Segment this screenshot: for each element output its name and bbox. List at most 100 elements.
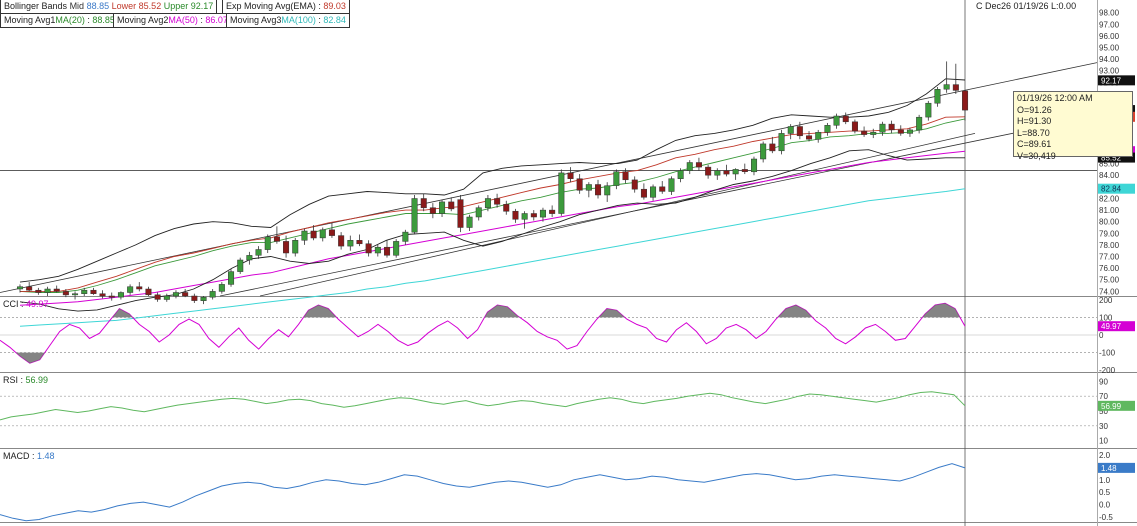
candle-body — [35, 289, 42, 293]
macd-tick-label: 0.5 — [1099, 488, 1111, 497]
tag-bb-lower-bg — [1098, 152, 1135, 163]
price-tick-label: 84.00 — [1099, 171, 1120, 180]
candle-body — [686, 162, 693, 171]
macd-legend: MACD : 1.48 — [3, 451, 55, 461]
macd-tick-label: -0.5 — [1099, 513, 1113, 522]
rsi-value: 56.99 — [25, 375, 49, 385]
macd-tick-label: 1.0 — [1099, 476, 1111, 485]
cci-value: 49.97 — [26, 299, 49, 309]
price-tick-label: 75.00 — [1099, 276, 1120, 285]
candle-body — [861, 130, 868, 135]
candle-body — [778, 133, 785, 152]
candle-body — [815, 132, 822, 140]
cci-tick-label: -200 — [1099, 366, 1116, 375]
ma2-line — [19, 150, 966, 306]
macd-tick-label: 2.0 — [1099, 451, 1111, 460]
tag-bb-lower: 85.52 — [1101, 154, 1122, 163]
price-tick-label: 76.00 — [1099, 264, 1120, 273]
candle-body — [365, 243, 372, 254]
candle-body — [218, 284, 225, 292]
candle-body — [751, 158, 758, 173]
candle-body — [640, 188, 647, 198]
candle-body — [952, 84, 959, 91]
tag-macd-bg — [1098, 462, 1135, 473]
ma1-name: MA(20) — [55, 15, 85, 25]
candle-body — [439, 201, 446, 214]
candle-body — [796, 126, 803, 137]
cci-overbought-shade — [303, 305, 337, 318]
candle-body — [108, 295, 115, 298]
candle-body — [466, 216, 473, 228]
tag-rsi-bg — [1098, 400, 1135, 411]
candle-body — [283, 241, 290, 254]
candle-body — [962, 90, 969, 111]
candle-body — [567, 172, 574, 179]
candle-body — [328, 229, 335, 236]
ohlc-tooltip: 01/19/26 12:00 AM O=91.26 H=91.30 L=88.7… — [1013, 91, 1133, 161]
candle-body — [659, 186, 666, 192]
candle-body — [916, 116, 923, 131]
price-tick-label: 79.00 — [1099, 229, 1120, 238]
candle-body — [613, 171, 620, 186]
bollinger-lower-line — [19, 149, 965, 312]
trendline-upper — [0, 62, 1098, 293]
price-tick-label: 94.00 — [1099, 55, 1120, 64]
candle-body — [888, 123, 895, 131]
ema-line — [20, 116, 966, 292]
trendline-lower — [219, 115, 1098, 297]
candle-body — [81, 289, 88, 294]
bb-lower-value: 85.52 — [138, 1, 162, 11]
candle-body — [209, 291, 216, 298]
cci-label: CCI — [3, 299, 19, 309]
candle-body — [484, 198, 491, 209]
candle-body — [384, 246, 391, 256]
ema-label: Exp Moving Avg(EMA) — [226, 1, 316, 11]
cci-tick-label: 100 — [1099, 313, 1113, 322]
candle-body — [347, 240, 354, 247]
ema-value: 89.03 — [323, 1, 346, 11]
candle-body — [411, 198, 418, 233]
candle-body — [163, 295, 170, 300]
tag-macd: 1.48 — [1101, 464, 1117, 473]
bb-lower-label: Lower — [111, 1, 137, 11]
bollinger-upper-line — [19, 78, 966, 283]
price-tick-label: 80.00 — [1099, 218, 1120, 227]
candle-body — [787, 126, 794, 134]
bb-mid-label: Mid — [69, 1, 85, 11]
price-tick-label: 81.00 — [1099, 206, 1120, 215]
candle-body — [833, 115, 840, 126]
tag-cci-bg — [1098, 321, 1135, 332]
candle-body — [549, 209, 556, 214]
candle-body — [310, 230, 317, 239]
candle-body — [448, 201, 455, 210]
rsi-tick-label: 50 — [1099, 407, 1108, 416]
candle-body — [494, 198, 501, 205]
candle-body — [760, 143, 767, 160]
price-tick-label: 95.00 — [1099, 43, 1120, 52]
candle-body — [53, 288, 60, 292]
cci-overbought-shade — [484, 305, 520, 318]
candle-body — [622, 171, 629, 181]
ma3-name: MA(100) — [281, 15, 316, 25]
candle-body — [925, 102, 932, 118]
candle-body — [319, 229, 326, 239]
candle-body — [879, 123, 886, 133]
candle-body — [44, 288, 51, 293]
candle-body — [530, 213, 537, 218]
macd-value: 1.48 — [37, 451, 55, 461]
ema-legend: Exp Moving Avg(EMA) : 89.03 — [222, 0, 350, 14]
candle-body — [539, 209, 546, 218]
bollinger-legend: Bollinger Bands Mid 88.85 Lower 85.52 Up… — [0, 0, 218, 14]
ma1-value: 88.85 — [92, 15, 115, 25]
contract-info: C Dec26 01/19/26 L:0.00 — [976, 1, 1077, 11]
candle-body — [182, 292, 189, 297]
tag-cci: 49.97 — [1101, 322, 1122, 331]
tag-ma3: 82.84 — [1101, 185, 1122, 194]
candle-body — [429, 207, 436, 214]
candle-body — [338, 235, 345, 247]
candle-body — [136, 286, 143, 290]
trendline-mid — [259, 133, 976, 297]
candle-body — [806, 135, 813, 140]
candle-body — [292, 240, 299, 254]
